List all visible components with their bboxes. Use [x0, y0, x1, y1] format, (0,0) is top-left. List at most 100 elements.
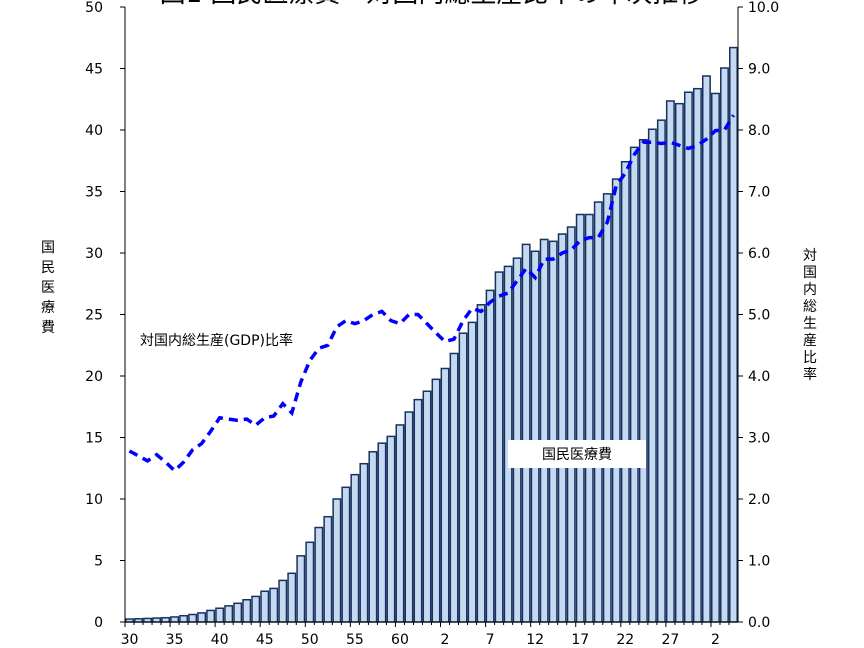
bar	[602, 193, 612, 623]
bar	[161, 616, 171, 623]
bar	[197, 612, 207, 623]
bar	[296, 555, 306, 623]
left-axis-title: 国民医療費	[41, 240, 55, 336]
bar	[467, 321, 477, 623]
bar	[323, 515, 333, 623]
bar	[242, 598, 252, 623]
bar	[431, 378, 441, 623]
left-tick-label: 45	[85, 62, 103, 78]
bar	[530, 250, 540, 623]
bar	[638, 138, 648, 623]
bar	[269, 587, 279, 623]
bar	[305, 541, 315, 623]
right-tick-label: 6.0	[748, 246, 770, 262]
right-tick-label: 1.0	[748, 554, 770, 570]
axis-title-char: 療	[41, 299, 55, 316]
bar	[584, 213, 594, 623]
left-tick-label: 20	[85, 369, 103, 385]
axis-title-char: 産	[803, 333, 817, 349]
bar	[341, 486, 351, 623]
right-tick-label: 8.0	[748, 123, 770, 139]
bar	[215, 607, 225, 623]
bar	[611, 178, 621, 623]
bar	[711, 92, 720, 623]
bar	[729, 46, 738, 623]
bar	[485, 289, 495, 623]
left-tick-label: 50	[85, 0, 103, 16]
left-tick-label: 25	[85, 308, 103, 324]
bar	[206, 609, 216, 623]
right-tick-label: 0.0	[748, 615, 770, 631]
axis-title-char: 内	[803, 282, 817, 298]
bar	[656, 119, 666, 623]
bar	[701, 75, 711, 623]
x-tick-label: 30	[121, 632, 139, 648]
axis-title-char: 国	[803, 265, 817, 281]
bar	[170, 616, 180, 623]
left-tick-label: 0	[94, 615, 103, 631]
bar	[359, 462, 369, 623]
line-series-label: 対国内総生産(GDP)比率	[140, 332, 293, 349]
left-tick-label: 30	[85, 246, 103, 262]
bar-series-label: 国民医療費	[542, 446, 612, 463]
bar	[224, 605, 234, 623]
x-tick-label: 17	[571, 632, 589, 648]
bar	[620, 160, 630, 623]
x-tick-label: 2	[711, 632, 720, 648]
left-tick-label: 40	[85, 123, 103, 139]
bar	[314, 526, 324, 623]
bar	[179, 614, 189, 623]
right-tick-label: 2.0	[748, 492, 770, 508]
bar	[143, 617, 152, 623]
bar	[449, 352, 459, 623]
left-tick-label: 5	[94, 554, 103, 570]
bar	[476, 304, 486, 623]
right-tick-label: 4.0	[748, 369, 770, 385]
x-tick-label: 12	[526, 632, 544, 648]
axis-title-char: 国	[41, 240, 55, 256]
bar	[368, 451, 378, 623]
bar	[404, 411, 414, 623]
bar	[422, 390, 432, 623]
x-tick-label: 22	[616, 632, 634, 648]
bar	[260, 590, 270, 623]
left-tick-label: 35	[85, 185, 103, 201]
gdp-ratio-line	[128, 114, 735, 474]
left-tick-label: 10	[85, 492, 103, 508]
x-tick-label: 2	[441, 632, 450, 648]
bar	[575, 213, 585, 623]
bar	[350, 473, 360, 623]
bar	[377, 442, 387, 623]
right-tick-label: 5.0	[748, 308, 770, 324]
bar	[440, 367, 450, 623]
bar	[548, 240, 558, 623]
bar	[251, 595, 261, 623]
x-tick-label: 60	[391, 632, 409, 648]
axis-title-char: 民	[41, 260, 55, 276]
right-tick-label: 9.0	[748, 62, 770, 78]
axis-title-char: 費	[41, 320, 55, 336]
bar	[566, 226, 576, 623]
axis-title-char: 比	[803, 350, 817, 366]
bar	[278, 579, 288, 623]
right-tick-label: 3.0	[748, 431, 770, 447]
bar	[386, 435, 396, 623]
x-tick-label: 50	[301, 632, 319, 648]
bar	[521, 243, 531, 623]
bar	[539, 238, 549, 623]
x-tick-label: 7	[486, 632, 495, 648]
bar	[692, 87, 702, 623]
right-tick-label: 7.0	[748, 185, 770, 201]
bar	[593, 201, 603, 623]
bar	[674, 102, 684, 623]
bar	[557, 233, 567, 623]
left-tick-label: 15	[85, 431, 103, 447]
bar	[720, 67, 729, 623]
bar	[629, 146, 639, 623]
x-tick-label: 27	[661, 632, 679, 648]
bar	[665, 100, 675, 623]
bar	[413, 398, 423, 623]
bar	[188, 613, 198, 623]
x-tick-label: 35	[166, 632, 184, 648]
